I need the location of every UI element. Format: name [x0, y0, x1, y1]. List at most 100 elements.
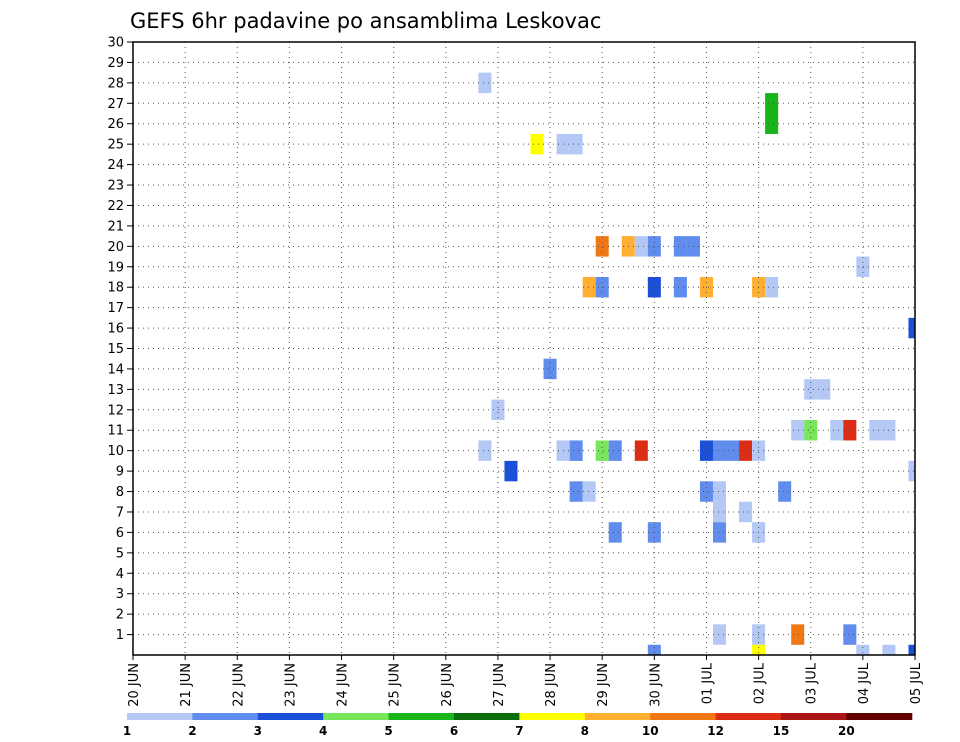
data-cell	[699, 481, 713, 502]
data-cell	[739, 440, 753, 461]
y-tick-label: 26	[107, 117, 124, 132]
legend-swatch	[650, 713, 717, 720]
data-cell	[673, 236, 687, 257]
legend-swatch	[388, 713, 455, 720]
data-cell	[595, 440, 609, 461]
legend-swatch	[715, 713, 782, 720]
legend-swatch	[846, 713, 913, 720]
x-tick-label: 26 JUN	[440, 663, 455, 707]
x-tick-label: 03 JUL	[805, 662, 820, 704]
y-tick-label: 7	[116, 505, 124, 520]
x-tick-label: 02 JUL	[753, 662, 768, 704]
legend-label: 3	[254, 724, 262, 738]
color-legend: 1 2 3 4 5 6 7 8 10 12 15 20	[123, 713, 913, 738]
data-cell	[608, 440, 622, 461]
data-cell	[869, 420, 883, 441]
data-cell	[765, 113, 779, 134]
data-cell	[634, 236, 648, 257]
x-tick-label: 04 JUL	[857, 662, 872, 704]
grid-layer	[133, 42, 915, 655]
x-tick-label: 28 JUN	[544, 663, 559, 707]
y-tick-label: 27	[107, 97, 124, 112]
data-cell	[673, 276, 687, 298]
data-cell	[608, 522, 622, 543]
data-cell	[882, 644, 896, 655]
data-cell	[791, 420, 805, 441]
chart-title: GEFS 6hr padavine po ansamblima Leskovac	[130, 9, 601, 33]
x-tick-label: 30 JUN	[648, 663, 663, 707]
data-cell	[712, 522, 727, 543]
data-cell	[856, 644, 870, 655]
data-cell	[478, 440, 492, 461]
y-tick-label: 25	[107, 138, 124, 153]
y-tick-label: 30	[107, 36, 124, 51]
data-cell	[908, 644, 915, 655]
data-cell	[582, 276, 596, 298]
data-cell	[647, 236, 661, 257]
x-tick-label: 21 JUN	[179, 663, 194, 707]
x-tick-label: 24 JUN	[336, 663, 351, 707]
y-tick-label: 24	[107, 158, 124, 173]
y-tick-label: 2	[116, 608, 124, 623]
data-cell	[830, 420, 844, 441]
y-tick-label: 19	[107, 260, 124, 275]
x-axis-ticks: 20 JUN 21 JUN 22 JUN 23 JUN 24 JUN 25 JUN 26 J…	[127, 655, 924, 707]
legend-swatch	[584, 713, 651, 720]
y-tick-label: 17	[107, 301, 124, 316]
y-tick-label: 5	[116, 546, 124, 561]
legend-swatch	[781, 713, 847, 720]
y-tick-label: 3	[116, 587, 124, 602]
data-cell	[595, 236, 609, 257]
data-cell	[712, 501, 727, 523]
data-cell	[843, 420, 857, 441]
y-tick-label: 6	[116, 526, 124, 541]
y-tick-label: 4	[116, 567, 124, 582]
x-tick-label: 22 JUN	[231, 663, 246, 707]
legend-label: 7	[515, 724, 523, 738]
data-cell	[712, 440, 727, 461]
legend-swatch	[519, 713, 586, 720]
y-tick-label: 11	[107, 424, 124, 439]
cells-layer	[478, 72, 915, 655]
data-cell	[778, 481, 792, 502]
data-cell	[569, 440, 583, 461]
y-tick-label: 20	[107, 240, 124, 255]
x-tick-label: 20 JUN	[127, 663, 142, 707]
legend-label: 2	[188, 724, 196, 738]
legend-label: 15	[773, 724, 790, 738]
legend-label: 1	[123, 724, 131, 738]
y-tick-label: 23	[107, 179, 124, 194]
legend-label: 6	[450, 724, 458, 738]
legend-label: 8	[581, 724, 589, 738]
data-cell	[804, 379, 818, 400]
data-cell	[804, 420, 818, 441]
legend-swatch	[257, 713, 324, 720]
data-cell	[569, 481, 583, 502]
y-tick-label: 22	[107, 199, 124, 214]
legend-label: 10	[642, 724, 659, 738]
legend-swatch	[323, 713, 390, 720]
y-tick-label: 12	[107, 403, 124, 418]
data-cell	[712, 624, 727, 645]
y-tick-label: 9	[116, 465, 124, 480]
y-tick-label: 10	[107, 444, 124, 459]
y-tick-label: 14	[107, 362, 124, 377]
x-tick-label: 23 JUN	[283, 663, 298, 707]
data-cell	[543, 358, 557, 380]
y-tick-label: 13	[107, 383, 124, 398]
data-cell	[908, 460, 915, 482]
y-tick-label: 28	[107, 76, 124, 91]
x-tick-label: 25 JUN	[388, 663, 403, 707]
y-axis-ticks: 1234567891011121314151617181920212223242…	[107, 36, 133, 643]
legend-swatch	[127, 713, 193, 720]
data-cell	[582, 481, 596, 502]
data-cell	[739, 501, 753, 523]
data-cell	[726, 440, 740, 461]
data-cell	[752, 644, 766, 655]
data-cell	[856, 256, 870, 277]
y-tick-label: 21	[107, 219, 124, 234]
data-cell	[791, 624, 805, 645]
legend-swatch	[192, 713, 259, 720]
data-cell	[699, 440, 713, 461]
